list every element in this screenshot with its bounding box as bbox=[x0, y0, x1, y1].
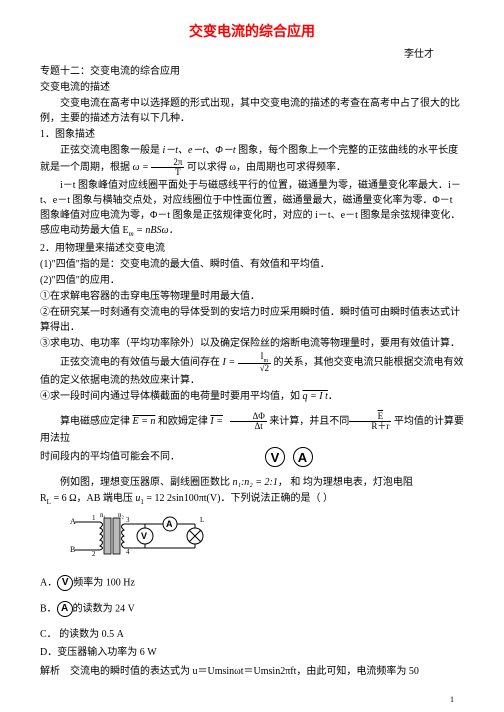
option-b: B．A的读数为 24 V bbox=[40, 601, 464, 617]
example-line-2: RL = 6 Ω，AB 端电压 u1 = 12 2sin100πt(V)．下列说… bbox=[40, 491, 464, 508]
rms-a: 正弦交流电的有效值与最大值间存在 bbox=[60, 357, 223, 368]
document-page: 交变电流的综合应用 李仕才 专题十二：交变电流的综合应用 交变电流的描述 交变电… bbox=[0, 0, 504, 712]
emf-a: 算电磁感应定律 bbox=[60, 416, 133, 427]
tail-text: 时间段内的平均值可能会不同． bbox=[40, 452, 180, 463]
ex-a: 例如图，理想变压器原、副线圈匝数比 bbox=[60, 477, 233, 488]
ammeter-icon: A bbox=[293, 447, 313, 467]
circle-2: ②在研究某一时刻通有交流电的导体受到的安培力时应采用瞬时值．瞬时值可由瞬时值表达… bbox=[40, 305, 464, 335]
circle-1: ①在求解电容器的击穿电压等物理量时用最大值． bbox=[40, 289, 464, 304]
svg-text:n₂: n₂ bbox=[118, 512, 125, 519]
svg-text:3: 3 bbox=[126, 516, 130, 524]
example-line-1: 例如图，理想变压器原、副线圈匝数比 n₁:n₂ = 2:1， 和 均为理想电表，… bbox=[40, 475, 464, 490]
s1p1-a: 正弦交流电图象一般是 bbox=[60, 145, 163, 156]
c4a: ④求一段时间内通过导体横截面的电荷量时要用平均值，如 bbox=[40, 391, 303, 402]
intro-paragraph: 交变电流在高考中以选择题的形式出现，其中交变电流的描述的考查在高考中占了很大的比… bbox=[40, 96, 464, 126]
q-formula: q = I t bbox=[303, 391, 328, 402]
page-number: 1 bbox=[450, 694, 454, 706]
author-name: 李仕才 bbox=[40, 47, 464, 62]
graph-labels: i－t、e－t、Φ－t bbox=[163, 145, 236, 156]
omega-formula: ω = bbox=[133, 162, 152, 173]
solution-line: 解析 交流电的瞬时值的表达式为 u＝Umsinωt＝Umsin2πft，由此可知… bbox=[40, 664, 464, 679]
option-a-v-icon: V bbox=[57, 575, 73, 591]
option-b-a-icon: A bbox=[57, 601, 73, 617]
svg-text:L: L bbox=[200, 516, 204, 524]
section-1-heading: 1．图象描述 bbox=[40, 127, 464, 142]
ex-b: ， 和 均为理想电表，灯泡电阻 bbox=[278, 477, 413, 488]
svg-text:4: 4 bbox=[126, 548, 130, 556]
s1p2-text: i－t 图象峰值对应线圈平面处于与磁感线平行的位置，磁通量为零，磁通量变化率最大… bbox=[40, 180, 461, 236]
section-1-para-1: 正弦交流电图象一般是 i－t、e－t、Φ－t 图象，每个图象上一个完整的正弦曲线… bbox=[40, 143, 464, 177]
optA-a: A． bbox=[40, 577, 57, 588]
ex2c: = 12 2sin100πt(V)．下列说法正确的是（ ） bbox=[144, 493, 333, 504]
i-eq: I = bbox=[210, 416, 223, 427]
ex2a: R bbox=[40, 493, 47, 504]
frac-den: T bbox=[151, 168, 184, 177]
emf-paragraph: 算电磁感应定律 E = n 和欧姆定律 I = ΔΦΔt 来计算，并且不同ER＋… bbox=[40, 412, 464, 446]
section-2-heading: 2．用物理量来描述交变电流 bbox=[40, 241, 464, 256]
s1p1-c: 可以求得 ω，由周期也可求得频率． bbox=[184, 162, 346, 173]
voltmeter-icon: V bbox=[265, 447, 285, 467]
svg-text:1: 1 bbox=[92, 514, 96, 522]
svg-text:A: A bbox=[166, 519, 173, 529]
optA-b: 频率为 100 Hz bbox=[73, 577, 135, 588]
frac-er: ER＋r bbox=[349, 412, 391, 431]
section-1-para-2: i－t 图象峰值对应线圈平面处于与磁感线平行的位置，磁通量为零，磁通量变化率最大… bbox=[40, 178, 464, 240]
frac-im-den: √2 bbox=[238, 364, 271, 373]
section-2-item-2: (2)"四值"的应用． bbox=[40, 273, 464, 288]
option-c: C． 的读数为 0.5 A bbox=[40, 627, 464, 642]
svg-text:V: V bbox=[141, 531, 147, 541]
frac-2pi-over-t: 2πT bbox=[151, 158, 184, 177]
svg-text:2: 2 bbox=[92, 550, 96, 558]
subtopic-line: 专题十二：交变电流的综合应用 bbox=[40, 64, 464, 79]
svg-text:B: B bbox=[70, 545, 75, 554]
option-a: A．V频率为 100 Hz bbox=[40, 575, 464, 591]
frac-dphi: ΔΦΔt bbox=[230, 412, 266, 431]
circle-4: ④求一段时间内通过导体横截面的电荷量时要用平均值，如 q = I t． bbox=[40, 389, 464, 404]
circle-3: ③求电功、电功率（平均功率除外）以及确定保险丝的熔断电流等物理量时，要用有效值计… bbox=[40, 336, 464, 351]
svg-text:n₁: n₁ bbox=[100, 512, 106, 519]
tail-line: 时间段内的平均值可能会不同． V A bbox=[40, 447, 464, 467]
rms-paragraph: 正弦交流电的有效值与最大值间存在 I = Im√2 的关系，其他交变电流只能根据… bbox=[40, 352, 464, 389]
emf-b: 和欧姆定律 bbox=[155, 416, 210, 427]
optB-b: 的读数为 24 V bbox=[73, 603, 135, 614]
section-2-item-1: (1)"四值"指的是：交变电流的最大值、瞬时值、有效值和平均值． bbox=[40, 257, 464, 272]
frac-im-root2: Im√2 bbox=[238, 352, 271, 374]
svg-text:A: A bbox=[70, 517, 76, 526]
c4b: ． bbox=[328, 391, 338, 402]
ex2b: = 6 Ω，AB 端电压 bbox=[51, 493, 135, 504]
e-eq-n: E = n bbox=[133, 416, 156, 427]
doc-title: 交变电流的综合应用 bbox=[40, 22, 464, 43]
section-desc-heading: 交变电流的描述 bbox=[40, 80, 464, 95]
optB-a: B． bbox=[40, 603, 57, 614]
option-d: D．变压器输入功率为 6 W bbox=[40, 645, 464, 660]
transformer-circuit-diagram: A B 1 2 3 4 n₁ n₂ V A bbox=[70, 512, 464, 565]
emax-equation: = nBSω． bbox=[134, 225, 179, 236]
ratio: n₁:n₂ = 2:1 bbox=[233, 477, 278, 488]
emf-c: 来计算，并且不同 bbox=[267, 416, 350, 427]
